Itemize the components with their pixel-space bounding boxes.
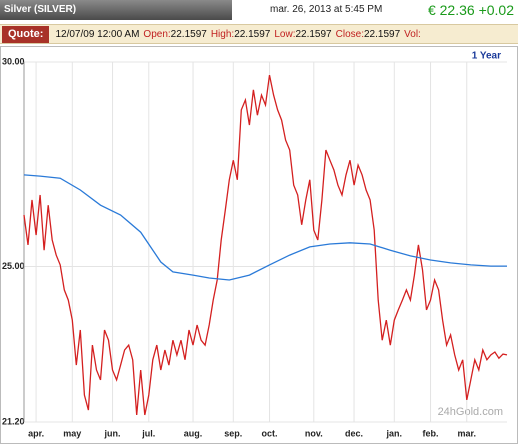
top-bar: Silver (SILVER) mar. 26, 2013 at 5:45 PM…: [0, 0, 518, 22]
x-tick-label: aug.: [184, 428, 203, 438]
range[interactable]: 1 Year: [472, 51, 501, 62]
x-tick-label: dec.: [345, 428, 363, 438]
quote-bar: Quote: 12/07/09 12:00 AM Open:22.1597 High:…: [0, 24, 518, 44]
quote-title: Quote:: [2, 26, 50, 43]
quote-value: 22.1597: [363, 29, 401, 40]
quote-value: 22.1597: [234, 29, 271, 40]
quote-label: Vol:: [404, 29, 421, 40]
x-tick-label: jan.: [386, 428, 403, 438]
quote-date: 12/07/09 12:00 AM: [55, 29, 140, 40]
quote-label: Open:: [143, 29, 171, 40]
x-tick-label: oct.: [262, 428, 278, 438]
quote-value: 22.1597: [170, 29, 207, 40]
line: [23, 174, 507, 281]
watermark: 24hGold.com: [438, 406, 503, 418]
y-tick-label: 25.00: [2, 261, 25, 271]
x-tick-label: jun.: [104, 428, 121, 438]
x-tick-label: jul.: [141, 428, 155, 438]
quote-label: High:: [210, 29, 235, 40]
price: € 22.36 +0.02: [427, 2, 514, 18]
date: mar. 26, 2013 at 5:45 PM: [270, 4, 383, 15]
instrument: Silver (SILVER): [0, 0, 232, 20]
quote-label: Close:: [335, 29, 364, 40]
quote-label: Low:: [274, 29, 296, 40]
x-tick-label: nov.: [305, 428, 323, 438]
x-tick-label: sep.: [224, 428, 242, 438]
x-tick-label: feb.: [423, 428, 439, 438]
quote-value: 22.1597: [295, 29, 332, 40]
y-tick-label: 21.20: [2, 416, 25, 426]
chart-frame: [0, 46, 518, 444]
x-tick-label: apr.: [28, 428, 44, 438]
y-tick-label: 30.00: [2, 56, 25, 66]
line: [23, 74, 508, 416]
x-tick-label: mar.: [457, 428, 476, 438]
x-tick-label: may: [63, 428, 81, 438]
